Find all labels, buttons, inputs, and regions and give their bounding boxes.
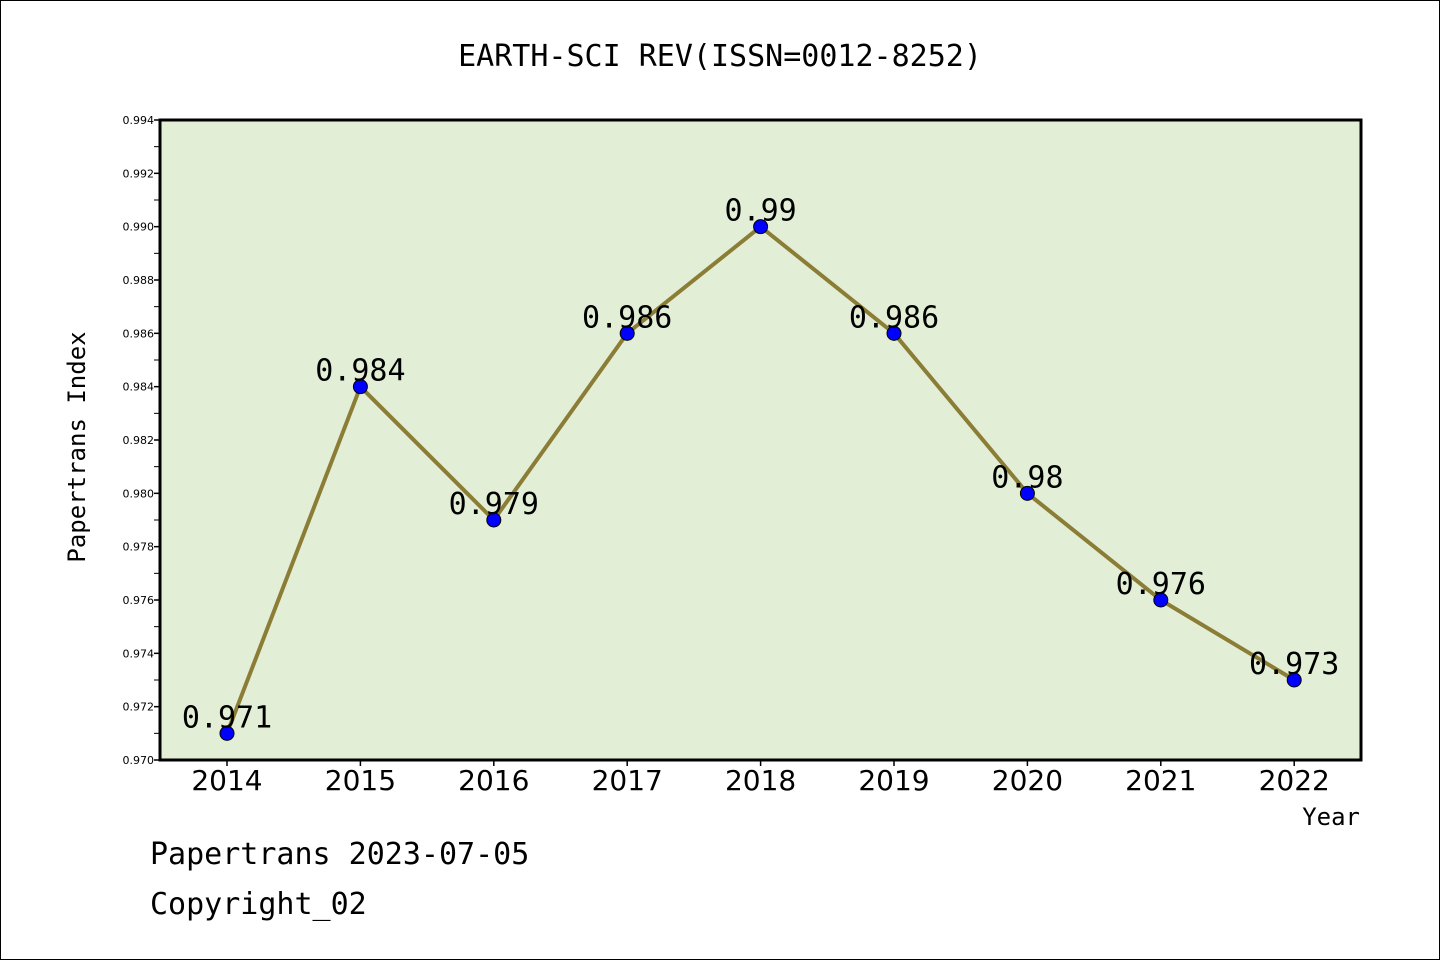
y-tick-label: 0.984 <box>123 381 155 394</box>
data-point <box>886 325 902 341</box>
footer-date: Papertrans 2023-07-05 <box>150 837 529 872</box>
x-tick-label: 2020 <box>992 764 1063 797</box>
data-label: 0.979 <box>449 487 539 522</box>
data-label: 0.99 <box>724 194 796 229</box>
y-axis: 0.970 0.972 0.974 0.976 0.978 0.980 0.982 0.984… <box>123 114 160 767</box>
x-tick-label: 2021 <box>1125 764 1196 797</box>
data-point <box>486 512 502 528</box>
x-tick-label: 2022 <box>1259 764 1330 797</box>
y-tick-label: 0.992 <box>123 167 155 180</box>
x-tick-label: 2017 <box>592 764 663 797</box>
data-point <box>753 219 769 235</box>
y-tick-label: 0.988 <box>123 274 155 287</box>
data-point <box>1153 592 1169 608</box>
y-tick-label: 0.990 <box>123 221 155 234</box>
data-label: 0.976 <box>1116 567 1206 602</box>
footer-copyright: Copyright_02 <box>150 887 367 922</box>
y-tick-label: 0.978 <box>123 541 155 554</box>
x-tick-label: 2016 <box>458 764 529 797</box>
y-tick-label: 0.970 <box>123 754 155 767</box>
y-tick-label: 0.994 <box>123 114 155 127</box>
series-group <box>219 219 1302 741</box>
data-point <box>1286 672 1302 688</box>
x-tick-label: 2018 <box>725 764 796 797</box>
y-tick-label: 0.982 <box>123 434 155 447</box>
data-label: 0.973 <box>1249 647 1339 682</box>
data-label: 0.986 <box>582 300 672 335</box>
y-tick-label: 0.986 <box>123 327 155 340</box>
y-axis-label: Papertrans Index <box>63 331 91 562</box>
x-tick-label: 2015 <box>325 764 396 797</box>
data-label: 0.986 <box>849 300 939 335</box>
y-tick-label: 0.976 <box>123 594 155 607</box>
data-point <box>1019 485 1035 501</box>
x-axis: 2014 2015 2016 2017 2018 2019 2020 2021 2022 <box>191 760 1330 797</box>
data-label: 0.98 <box>991 460 1063 495</box>
chart-title: EARTH-SCI REV(ISSN=0012-8252) <box>458 39 982 74</box>
y-tick-label: 0.974 <box>123 647 155 660</box>
x-axis-label: Year <box>1302 803 1360 831</box>
data-point <box>619 325 635 341</box>
data-point <box>352 379 368 395</box>
data-labels-group: 0.971 0.984 0.979 0.986 0.99 0.986 0.98 0.976 0.… <box>182 194 1340 736</box>
y-tick-label: 0.980 <box>123 487 155 500</box>
x-tick-label: 2014 <box>191 764 262 797</box>
data-label: 0.984 <box>315 354 405 389</box>
y-tick-label: 0.972 <box>123 701 155 714</box>
data-point <box>219 725 235 741</box>
x-tick-label: 2019 <box>858 764 929 797</box>
data-label: 0.971 <box>182 700 272 735</box>
